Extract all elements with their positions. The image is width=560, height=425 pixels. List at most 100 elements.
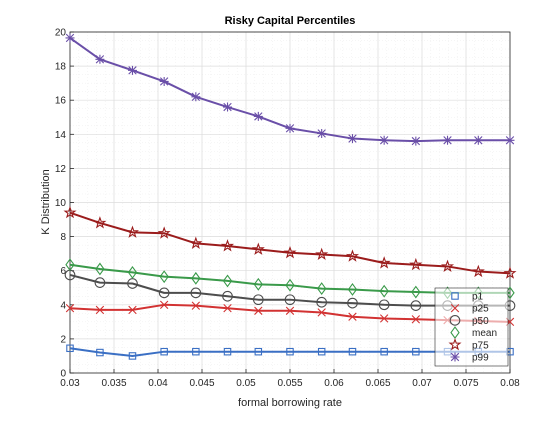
data-point-p75	[220, 239, 235, 252]
data-point-p50	[158, 287, 170, 299]
legend-marker-p99	[450, 352, 460, 362]
data-point-p50	[190, 287, 202, 299]
x-tick-label: 0.03	[60, 378, 80, 389]
y-tick-label: 4	[60, 300, 66, 311]
legend-item-p25: p25	[450, 304, 489, 315]
data-point-mean	[191, 271, 201, 285]
y-tick-label: 10	[55, 198, 67, 209]
y-tick-label: 12	[55, 164, 67, 175]
data-point-p99	[379, 135, 389, 145]
data-point-p1	[348, 347, 357, 356]
data-point-p99	[159, 76, 169, 86]
data-point-p75	[157, 226, 171, 239]
y-tick-label: 16	[55, 96, 67, 107]
data-point-p1	[380, 347, 388, 356]
data-point-p99	[223, 102, 233, 112]
data-point-p1	[317, 347, 326, 356]
data-point-p50	[284, 294, 296, 306]
legend-marker-p50	[449, 315, 461, 326]
data-point-p75	[189, 236, 203, 249]
data-point-p75	[125, 225, 140, 238]
x-tick-label: 0.08	[500, 378, 520, 389]
y-tick-label: 0	[60, 369, 66, 380]
data-point-p25	[191, 301, 201, 310]
data-point-p25	[223, 304, 232, 313]
data-point-mean	[316, 282, 327, 296]
data-point-p75	[315, 247, 329, 261]
data-point-p99	[127, 65, 137, 75]
x-tick-label: 0.065	[365, 378, 390, 389]
chart-title: Risky Capital Percentiles	[225, 15, 356, 27]
data-point-p99	[191, 92, 201, 102]
data-point-mean	[159, 270, 169, 284]
y-tick-label: 2	[60, 334, 66, 345]
data-point-p75	[93, 216, 107, 229]
y-tick-label: 6	[60, 266, 66, 277]
legend-item-p1: p1	[451, 292, 484, 303]
data-point-p75	[283, 245, 297, 259]
legend-label-p99: p99	[472, 353, 489, 364]
data-point-p75	[377, 256, 391, 269]
grid	[69, 31, 511, 374]
data-point-p99	[347, 134, 357, 144]
series-p99	[65, 33, 515, 146]
legend-label-p25: p25	[472, 304, 489, 315]
data-point-p99	[253, 111, 263, 121]
legend-label-p75: p75	[472, 340, 489, 351]
legend-item-p99: p99	[450, 352, 489, 364]
data-point-p75	[345, 249, 360, 262]
data-point-p75	[409, 257, 423, 271]
y-tick-label: 18	[55, 62, 67, 73]
x-tick-label: 0.055	[277, 378, 302, 389]
data-point-p1	[192, 347, 200, 356]
data-point-mean	[95, 262, 105, 276]
x-tick-label: 0.05	[236, 378, 256, 389]
data-point-p50	[94, 277, 106, 288]
data-point-p75	[251, 242, 265, 255]
data-point-p50	[378, 299, 390, 311]
series-line-p75	[69, 211, 511, 275]
data-point-p25	[128, 305, 137, 315]
legend-marker-p25	[450, 304, 460, 313]
data-point-p50	[347, 297, 358, 309]
data-point-p99	[285, 123, 295, 133]
data-point-p25	[348, 312, 357, 321]
legend-label-p1: p1	[472, 292, 484, 303]
data-point-p1	[96, 348, 104, 357]
data-point-p75	[440, 259, 455, 272]
data-point-p25	[95, 305, 105, 315]
x-tick-label: 0.07	[412, 378, 432, 389]
axis-ticks: 0.03 0.035 0.04 0.045 0.05 0.055 0.06 0.065 0.07…	[55, 28, 520, 390]
x-tick-label: 0.035	[101, 378, 126, 389]
x-tick-label: 0.06	[324, 378, 344, 389]
data-point-p50	[222, 290, 233, 302]
legend-item-p50: p50	[449, 315, 489, 327]
y-tick-label: 14	[55, 130, 67, 141]
y-tick-label: 20	[55, 28, 67, 39]
data-point-p25	[411, 315, 421, 324]
legend-item-p75: p75	[448, 337, 489, 351]
data-point-mean	[253, 277, 264, 291]
data-point-p1	[160, 347, 168, 356]
data-point-p50	[252, 294, 264, 306]
x-tick-label: 0.045	[189, 378, 214, 389]
legend-label-p50: p50	[472, 316, 489, 327]
x-axis-label: formal borrowing rate	[238, 397, 342, 409]
y-axis-label: K Distribution	[40, 169, 52, 234]
data-point-p99	[317, 128, 327, 138]
data-point-p1	[223, 347, 232, 356]
data-point-mean	[222, 274, 233, 288]
data-point-p99	[411, 136, 421, 146]
y-tick-label: 8	[60, 232, 66, 243]
data-point-p25	[254, 306, 263, 315]
data-point-p99	[473, 135, 483, 145]
data-point-p25	[285, 306, 295, 315]
data-point-p99	[95, 54, 105, 64]
data-point-mean	[127, 265, 138, 279]
data-point-p50	[316, 296, 328, 308]
data-point-p25	[317, 308, 326, 317]
data-point-p50	[410, 300, 422, 312]
